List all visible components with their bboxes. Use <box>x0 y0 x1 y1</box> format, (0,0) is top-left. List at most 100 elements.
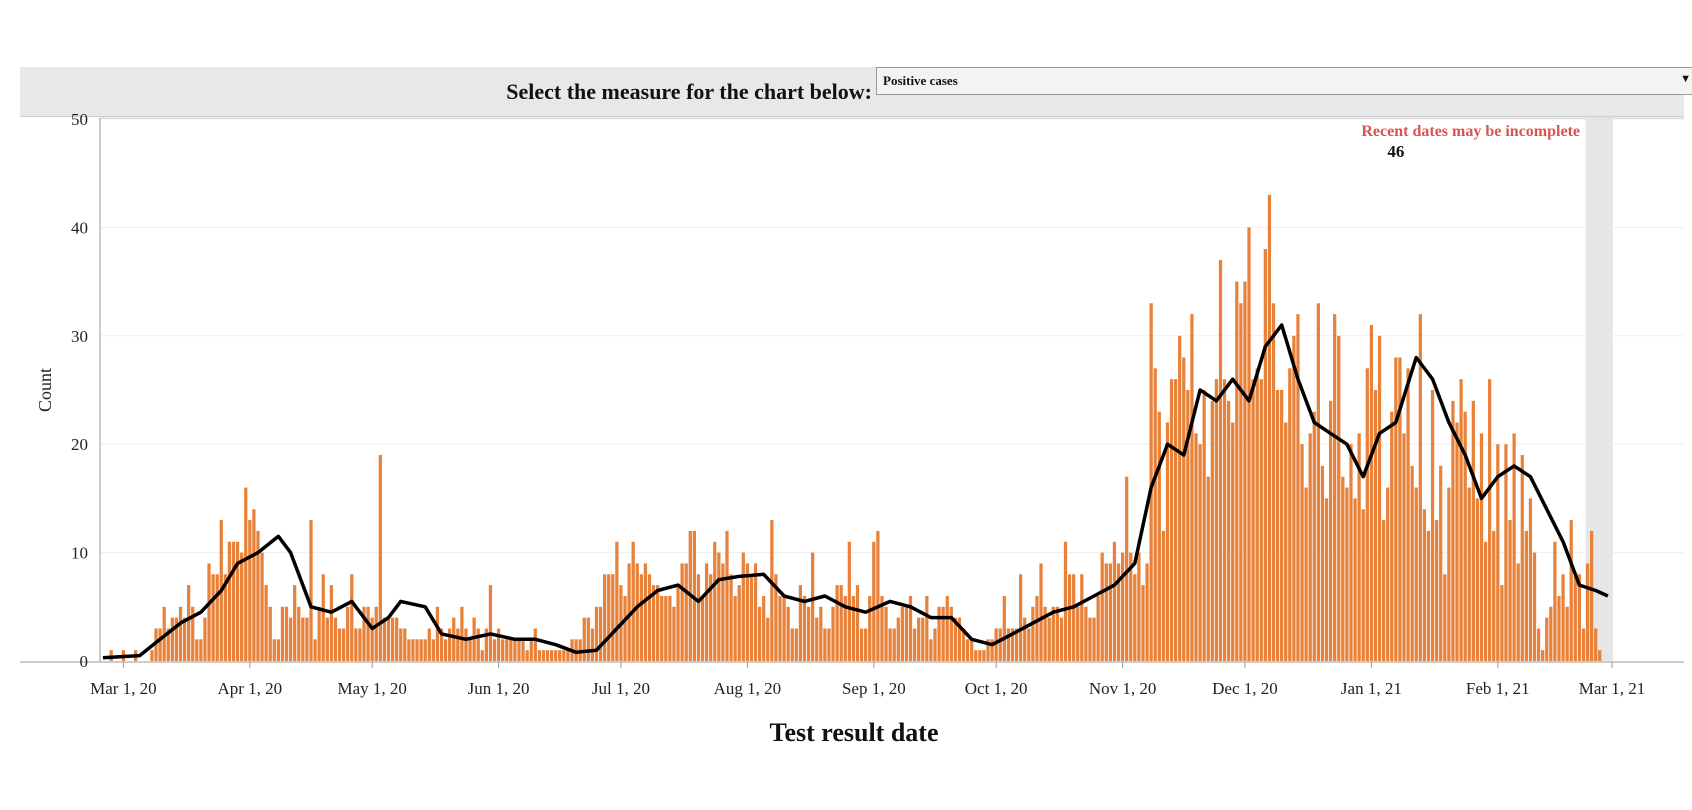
bar <box>872 541 876 661</box>
bar <box>248 520 252 661</box>
bar <box>1222 379 1227 661</box>
bar <box>448 628 452 661</box>
bar <box>1369 324 1374 661</box>
bar <box>1386 487 1390 661</box>
bar <box>460 606 464 661</box>
bar <box>1263 249 1267 661</box>
bar <box>207 563 211 661</box>
bar <box>953 617 958 661</box>
bar <box>937 606 941 661</box>
bar <box>1010 628 1015 661</box>
chevron-down-icon[interactable]: ▼ <box>1680 73 1691 85</box>
bar <box>1545 617 1549 661</box>
bar <box>1096 595 1100 661</box>
bar <box>1141 585 1145 661</box>
bar <box>598 606 603 661</box>
bar <box>590 628 595 661</box>
bar <box>651 585 656 661</box>
bar <box>725 530 729 661</box>
bar <box>321 574 325 661</box>
bar <box>1320 465 1325 661</box>
bar <box>317 606 321 661</box>
bar <box>1471 400 1475 661</box>
bar <box>1125 476 1129 661</box>
bar <box>1488 379 1492 661</box>
bar <box>1259 379 1263 661</box>
bar <box>782 595 786 661</box>
x-tick-labels: Mar 1, 20 Apr 1, 20 May 1, 20 Jun 1, 20 Jul … <box>90 662 1645 698</box>
bar <box>1581 628 1586 661</box>
bar <box>741 552 745 661</box>
bar <box>998 628 1002 661</box>
bar <box>1218 259 1223 661</box>
bar <box>423 639 427 661</box>
bar <box>982 650 986 661</box>
bar <box>313 639 317 661</box>
bar <box>1051 606 1055 661</box>
bar <box>333 617 338 661</box>
bar <box>680 563 684 661</box>
bar <box>635 563 639 661</box>
bar <box>231 541 236 661</box>
bar <box>676 585 680 661</box>
bar <box>819 606 823 661</box>
bar <box>811 552 815 661</box>
bar <box>488 585 493 661</box>
bar <box>1157 411 1161 661</box>
measure-select[interactable]: Positive cases ▼ <box>876 67 1692 95</box>
bar <box>713 541 717 661</box>
bar <box>839 585 843 661</box>
bar <box>1536 628 1541 661</box>
x-tick-label: May 1, 20 <box>337 679 406 698</box>
bar <box>1014 628 1019 661</box>
bar <box>1251 379 1255 661</box>
bar <box>1210 400 1214 661</box>
x-tick-label: Sep 1, 20 <box>842 679 906 698</box>
bar <box>1173 379 1178 661</box>
y-tick-label: 0 <box>80 652 89 671</box>
bar <box>733 595 737 661</box>
bar <box>150 650 154 661</box>
bar <box>1084 606 1088 661</box>
trend-line <box>102 323 1609 660</box>
bar <box>276 639 281 661</box>
bar <box>623 595 627 661</box>
bar <box>1410 465 1414 661</box>
bar <box>472 617 476 661</box>
bar <box>264 585 268 661</box>
bar <box>876 530 880 661</box>
bar <box>456 628 460 661</box>
x-tick-label: Jan 1, 21 <box>1341 679 1402 698</box>
bar <box>888 628 892 661</box>
bar <box>509 639 513 661</box>
bar <box>961 628 966 661</box>
gridlines <box>100 118 1684 554</box>
bar <box>501 639 505 661</box>
y-tick-label: 20 <box>71 435 88 454</box>
bar <box>211 574 215 661</box>
bar <box>574 639 578 661</box>
bar <box>1345 487 1349 661</box>
bar <box>411 639 415 661</box>
bar <box>431 639 435 661</box>
bar <box>1275 390 1280 661</box>
x-axis-title: Test result date <box>770 718 939 747</box>
bar <box>1377 335 1382 661</box>
bar <box>1328 400 1333 661</box>
bar <box>191 606 195 661</box>
bar <box>855 585 860 661</box>
bar <box>549 650 554 661</box>
bar <box>256 530 260 661</box>
bar <box>1508 520 1512 661</box>
y-tick-labels: 0 10 20 30 40 50 <box>71 110 88 671</box>
bar <box>1308 433 1312 661</box>
bar <box>178 606 183 661</box>
bar <box>1059 617 1064 661</box>
bar <box>1569 520 1573 661</box>
bar <box>1577 574 1582 661</box>
bar <box>798 585 803 661</box>
x-tick-label: Mar 1, 21 <box>1579 679 1646 698</box>
bar <box>986 639 990 661</box>
bar <box>260 552 264 661</box>
bar <box>1092 617 1096 661</box>
